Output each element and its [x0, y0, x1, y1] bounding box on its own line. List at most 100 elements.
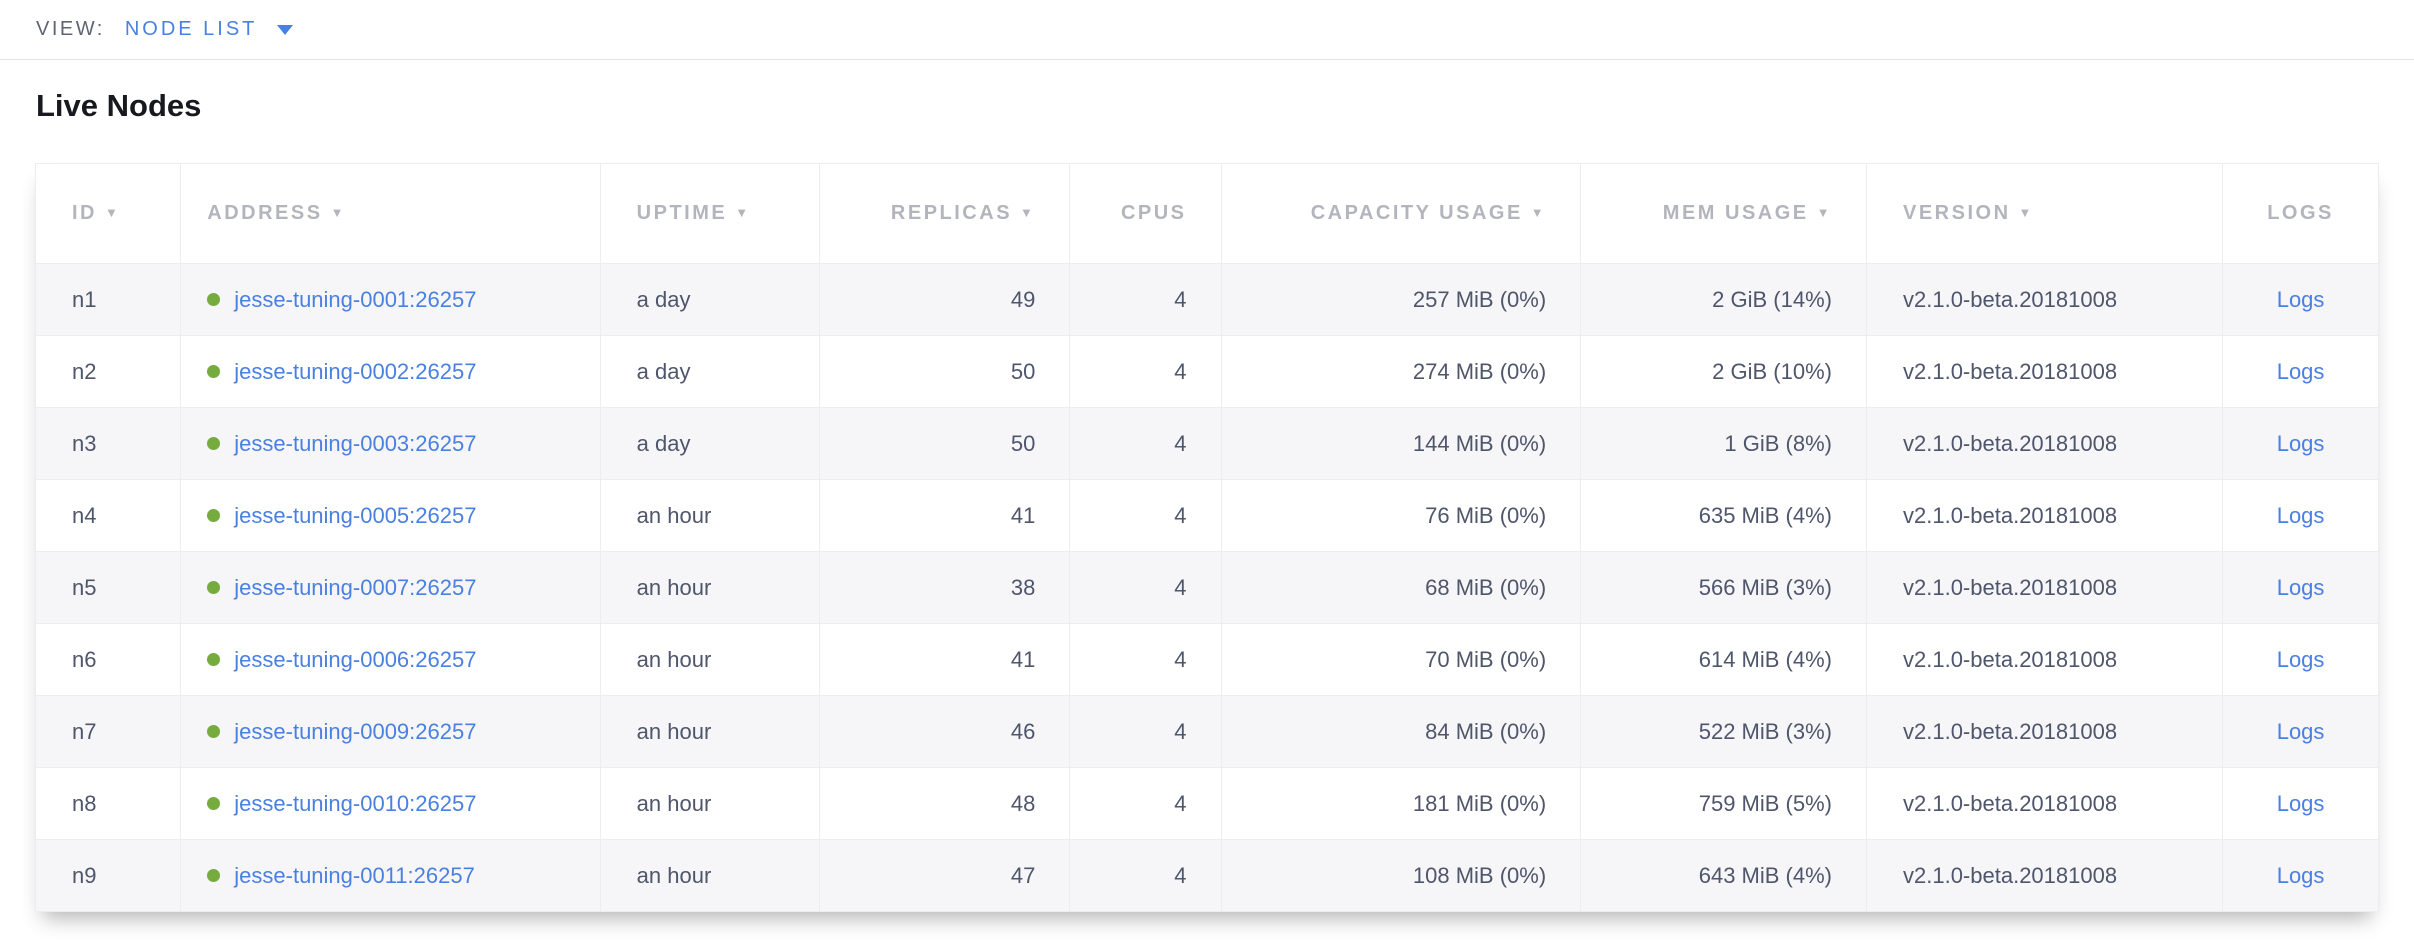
node-healthy-icon: [207, 580, 221, 594]
node-cpus-cell: 4: [1069, 767, 1222, 840]
node-address-link[interactable]: jesse-tuning-0001:26257: [234, 286, 477, 312]
node-capacity_usage-cell: 274 MiB (0%): [1220, 335, 1582, 408]
node-logs-cell: Logs: [2222, 407, 2379, 480]
chevron-down-icon: [277, 24, 294, 35]
node-address-link[interactable]: jesse-tuning-0010:26257: [234, 790, 477, 816]
node-id-cell: n8: [34, 767, 182, 840]
node-id-cell: n3: [34, 407, 182, 480]
node-row-n3: n3 jesse-tuning-0003:26257 a day 50 4 144 MiB…: [34, 407, 2379, 480]
node-mem_usage-cell: 635 MiB (4%): [1580, 479, 1867, 552]
node-logs-cell: Logs: [2222, 839, 2379, 912]
node-replicas-cell: 48: [818, 767, 1071, 840]
column-header-id[interactable]: ID ▼: [34, 163, 182, 264]
node-cpus-cell: 4: [1069, 335, 1222, 408]
column-label-replicas: REPLICAS: [890, 202, 1013, 224]
node-uptime-cell: an hour: [599, 695, 820, 768]
live-nodes-table-card: ID ▼ ADDRESS ▼ UPTIME ▼ REPLICAS ▼ CPUS CAPACITY …: [34, 163, 2379, 912]
node-address-cell: jesse-tuning-0005:26257: [180, 479, 601, 552]
sort-desc-icon: ▼: [330, 205, 346, 220]
node-uptime-cell: an hour: [599, 479, 820, 552]
node-logs-cell: Logs: [2222, 551, 2379, 624]
node-logs-cell: Logs: [2222, 335, 2379, 408]
view-selector-bar: VIEW: NODE LIST: [0, 0, 2414, 60]
node-uptime-cell: an hour: [599, 623, 820, 696]
column-header-mem_usage[interactable]: MEM USAGE ▼: [1580, 163, 1867, 264]
sort-desc-icon: ▼: [735, 205, 751, 220]
view-label: VIEW:: [36, 18, 105, 40]
logs-link[interactable]: Logs: [2276, 646, 2325, 672]
node-address-link[interactable]: jesse-tuning-0009:26257: [234, 718, 477, 744]
node-mem_usage-cell: 2 GiB (14%): [1580, 263, 1867, 336]
node-version-cell: v2.1.0-beta.20181008: [1865, 839, 2224, 912]
node-cpus-cell: 4: [1069, 551, 1222, 624]
node-id-cell: n9: [34, 839, 182, 912]
logs-link[interactable]: Logs: [2276, 718, 2325, 744]
column-label-cpus: CPUS: [1120, 202, 1187, 224]
node-row-n6: n6 jesse-tuning-0006:26257 an hour 41 4 70 Mi…: [34, 623, 2379, 696]
node-address-link[interactable]: jesse-tuning-0003:26257: [234, 430, 477, 456]
node-row-n9: n9 jesse-tuning-0011:26257 an hour 47 4 108 M…: [34, 839, 2379, 912]
node-logs-cell: Logs: [2222, 695, 2379, 768]
column-header-version[interactable]: VERSION ▼: [1865, 163, 2224, 264]
node-address-cell: jesse-tuning-0009:26257: [180, 695, 601, 768]
node-address-cell: jesse-tuning-0001:26257: [180, 263, 601, 336]
node-version-cell: v2.1.0-beta.20181008: [1865, 407, 2224, 480]
node-address-cell: jesse-tuning-0006:26257: [180, 623, 601, 696]
node-cpus-cell: 4: [1069, 839, 1222, 912]
node-cpus-cell: 4: [1069, 623, 1222, 696]
node-address-link[interactable]: jesse-tuning-0006:26257: [234, 646, 477, 672]
node-address-cell: jesse-tuning-0011:26257: [180, 839, 601, 912]
sort-desc-icon: ▼: [2018, 205, 2034, 220]
logs-link[interactable]: Logs: [2276, 286, 2325, 312]
node-uptime-cell: a day: [599, 263, 820, 336]
node-row-n1: n1 jesse-tuning-0001:26257 a day 49 4 257 MiB…: [34, 263, 2379, 336]
node-capacity_usage-cell: 144 MiB (0%): [1220, 407, 1582, 480]
column-header-capacity_usage[interactable]: CAPACITY USAGE ▼: [1220, 163, 1582, 264]
node-id-cell: n1: [34, 263, 182, 336]
logs-link[interactable]: Logs: [2276, 430, 2325, 456]
node-address-cell: jesse-tuning-0007:26257: [180, 551, 601, 624]
node-logs-cell: Logs: [2222, 263, 2379, 336]
logs-link[interactable]: Logs: [2276, 502, 2325, 528]
node-row-n2: n2 jesse-tuning-0002:26257 a day 50 4 274 MiB…: [34, 335, 2379, 408]
node-cpus-cell: 4: [1069, 695, 1222, 768]
sort-desc-icon: ▼: [1020, 205, 1036, 220]
node-address-link[interactable]: jesse-tuning-0002:26257: [234, 358, 477, 384]
node-version-cell: v2.1.0-beta.20181008: [1865, 623, 2224, 696]
live-nodes-table: ID ▼ ADDRESS ▼ UPTIME ▼ REPLICAS ▼ CPUS CAPACITY …: [34, 163, 2379, 912]
node-healthy-icon: [207, 508, 221, 522]
column-label-mem_usage: MEM USAGE: [1662, 202, 1809, 224]
sort-desc-icon: ▼: [1530, 205, 1547, 220]
node-mem_usage-cell: 522 MiB (3%): [1580, 695, 1867, 768]
column-label-id: ID: [72, 202, 97, 224]
node-version-cell: v2.1.0-beta.20181008: [1865, 263, 2224, 336]
node-mem_usage-cell: 566 MiB (3%): [1580, 551, 1867, 624]
node-uptime-cell: an hour: [599, 839, 820, 912]
node-address-link[interactable]: jesse-tuning-0011:26257: [234, 862, 475, 888]
column-label-uptime: UPTIME: [636, 202, 728, 224]
logs-link[interactable]: Logs: [2276, 358, 2325, 384]
node-address-link[interactable]: jesse-tuning-0005:26257: [234, 502, 477, 528]
view-dropdown[interactable]: NODE LIST: [125, 18, 294, 41]
node-mem_usage-cell: 643 MiB (4%): [1580, 839, 1867, 912]
node-mem_usage-cell: 759 MiB (5%): [1580, 767, 1867, 840]
node-address-link[interactable]: jesse-tuning-0007:26257: [234, 574, 477, 600]
logs-link[interactable]: Logs: [2276, 574, 2325, 600]
sort-desc-icon: ▼: [1816, 205, 1832, 220]
node-id-cell: n6: [34, 623, 182, 696]
column-header-uptime[interactable]: UPTIME ▼: [599, 163, 820, 264]
column-label-logs: LOGS: [2267, 202, 2334, 224]
column-header-replicas[interactable]: REPLICAS ▼: [818, 163, 1071, 264]
node-healthy-icon: [207, 364, 221, 378]
logs-link[interactable]: Logs: [2276, 862, 2325, 888]
logs-link[interactable]: Logs: [2276, 790, 2325, 816]
node-capacity_usage-cell: 108 MiB (0%): [1220, 839, 1582, 912]
node-id-cell: n7: [34, 695, 182, 768]
column-label-address: ADDRESS: [207, 202, 323, 224]
node-uptime-cell: a day: [599, 407, 820, 480]
node-healthy-icon: [207, 796, 221, 810]
node-version-cell: v2.1.0-beta.20181008: [1865, 479, 2224, 552]
column-header-address[interactable]: ADDRESS ▼: [180, 163, 601, 264]
node-id-cell: n5: [34, 551, 182, 624]
view-dropdown-value: NODE LIST: [124, 18, 258, 40]
